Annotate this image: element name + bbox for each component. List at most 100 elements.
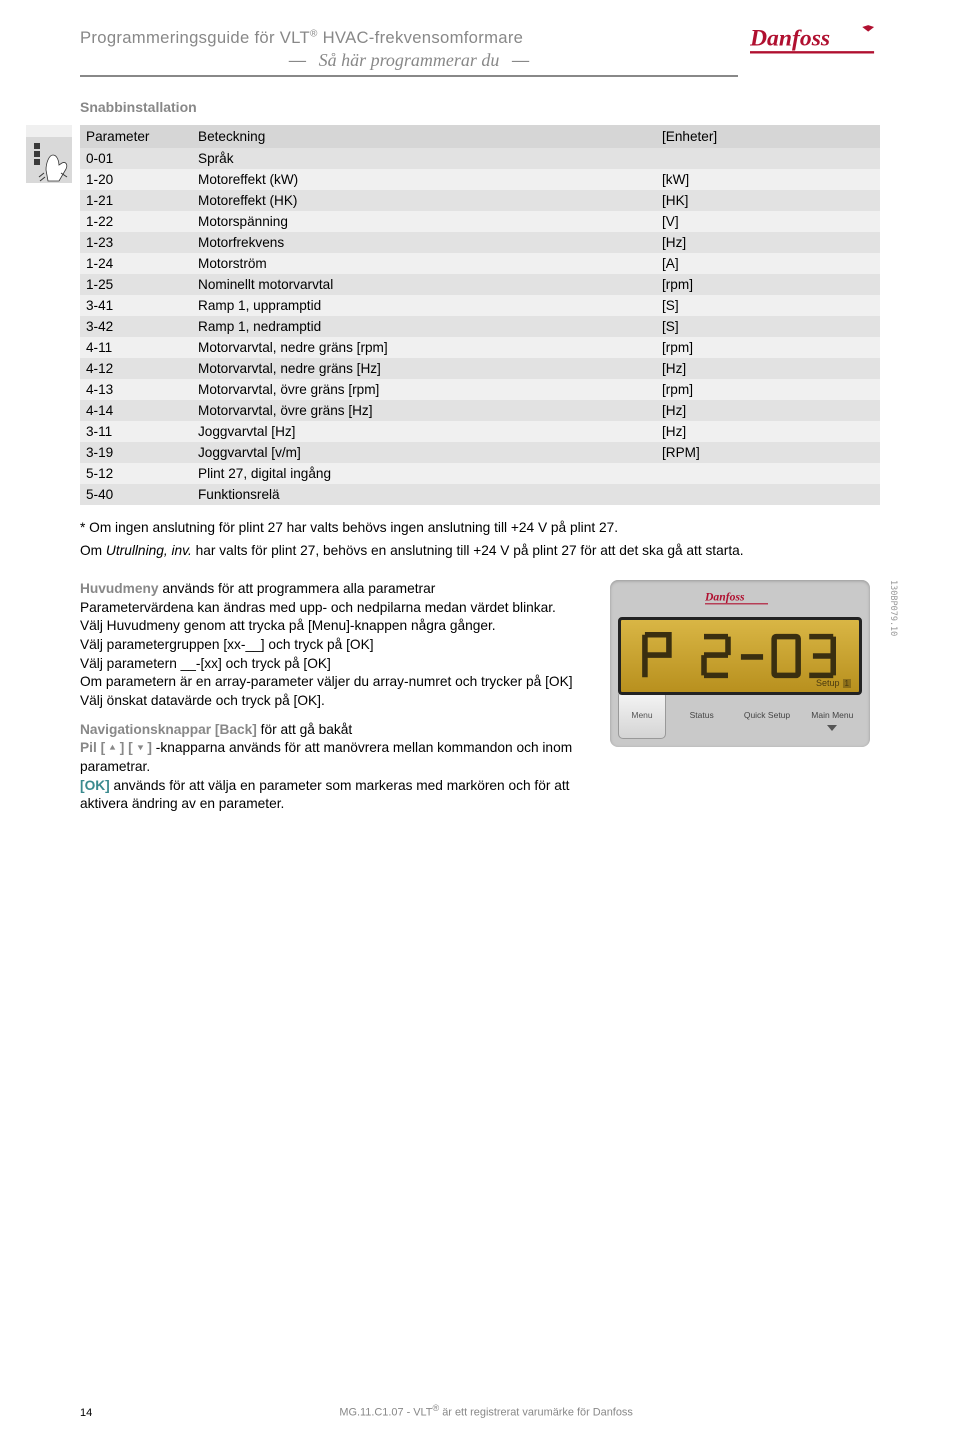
table-cell: Motorspänning — [192, 211, 656, 232]
svg-text:Danfoss: Danfoss — [705, 590, 745, 603]
p6: Om parametern är en array-parameter välj… — [80, 673, 584, 692]
table-cell: Motorström — [192, 253, 656, 274]
note-post: har valts för plint 27, behövs en anslut… — [192, 543, 744, 558]
pil-label: Pil — [80, 740, 97, 755]
table-cell: Motorvarvtal, övre gräns [Hz] — [192, 400, 656, 421]
table-header-row: Parameter Beteckning [Enheter] — [80, 125, 880, 148]
menu-button[interactable]: Menu — [618, 691, 666, 739]
status-label: Status — [672, 705, 731, 727]
table-cell: [RPM] — [656, 442, 880, 463]
hdr-subtitle: Så här programmerar du — [319, 50, 500, 70]
table-cell: Plint 27, digital ingång — [192, 463, 656, 484]
table-cell: 1-20 — [80, 169, 192, 190]
huvudmeny-text: används för att programmera alla paramet… — [159, 581, 436, 596]
table-cell: 3-11 — [80, 421, 192, 442]
table-cell: [Hz] — [656, 232, 880, 253]
table-cell: [A] — [656, 253, 880, 274]
triangle-down-icon — [827, 725, 837, 731]
table-cell: Nominellt motorvarvtal — [192, 274, 656, 295]
table-cell: Joggvarvtal [v/m] — [192, 442, 656, 463]
table-row: 1-24Motorström[A] — [80, 253, 880, 274]
table-row: 0-01Språk — [80, 148, 880, 169]
hdr-pre: Programmeringsguide för VLT — [80, 28, 310, 47]
ok-label: [OK] — [80, 778, 110, 793]
table-row: 4-12Motorvarvtal, nedre gräns [Hz][Hz] — [80, 358, 880, 379]
note-line-2: Om Utrullning, inv. har valts för plint … — [80, 542, 880, 561]
table-cell: Motorvarvtal, nedre gräns [Hz] — [192, 358, 656, 379]
footer-text: MG.11.C1.07 - VLT® är ett registrerat va… — [92, 1403, 880, 1419]
table-cell: [S] — [656, 316, 880, 337]
table-cell: 1-22 — [80, 211, 192, 232]
header-line-2: — Så här programmerar du — — [80, 50, 738, 71]
table-cell: [Hz] — [656, 400, 880, 421]
p2: Parametervärdena kan ändras med upp- och… — [80, 599, 584, 618]
svg-text:Danfoss: Danfoss — [750, 25, 830, 51]
table-cell: [S] — [656, 295, 880, 316]
note-line-1: * Om ingen anslutning för plint 27 har v… — [80, 519, 880, 538]
table-cell: [Hz] — [656, 421, 880, 442]
table-cell: [rpm] — [656, 337, 880, 358]
table-cell: Motoreffekt (HK) — [192, 190, 656, 211]
p5: Välj parametern __-[xx] och tryck på [OK… — [80, 655, 584, 674]
hdr-post: HVAC-frekvensomformare — [318, 28, 524, 47]
table-row: 3-41Ramp 1, uppramptid[S] — [80, 295, 880, 316]
p-ok: [OK] används för att välja en parameter … — [80, 777, 584, 814]
table-cell: 1-24 — [80, 253, 192, 274]
table-cell: [rpm] — [656, 379, 880, 400]
table-cell: [V] — [656, 211, 880, 232]
table-cell: 5-12 — [80, 463, 192, 484]
table-cell: Funktionsrelä — [192, 484, 656, 505]
table-row: 4-13Motorvarvtal, övre gräns [rpm][rpm] — [80, 379, 880, 400]
parameter-table: Parameter Beteckning [Enheter] 0-01Språk… — [80, 125, 880, 505]
table-cell: Joggvarvtal [Hz] — [192, 421, 656, 442]
table-cell: [HK] — [656, 190, 880, 211]
table-cell: 4-12 — [80, 358, 192, 379]
table-cell: 3-19 — [80, 442, 192, 463]
lcd-panel: Danfoss — [610, 580, 870, 747]
footer-post: är ett registrerat varumärke för Danfoss — [439, 1407, 633, 1419]
huvudmeny-label: Huvudmeny — [80, 581, 159, 596]
table-row: 4-14Motorvarvtal, övre gräns [Hz][Hz] — [80, 400, 880, 421]
col-enheter: [Enheter] — [656, 125, 880, 148]
table-cell — [656, 463, 880, 484]
page-footer: 14 MG.11.C1.07 - VLT® är ett registrerat… — [80, 1403, 880, 1419]
main-menu-label: Main Menu — [803, 705, 862, 727]
header-left: Programmeringsguide för VLT® HVAC-frekve… — [80, 28, 738, 77]
col-beteckning: Beteckning — [192, 125, 656, 148]
lcd-danfoss-logo: Danfoss — [618, 588, 862, 611]
page-number: 14 — [80, 1407, 92, 1419]
page-header: Programmeringsguide för VLT® HVAC-frekve… — [80, 28, 880, 77]
table-cell: 3-41 — [80, 295, 192, 316]
table-row: 3-42Ramp 1, nedramptid[S] — [80, 316, 880, 337]
table-cell: 1-25 — [80, 274, 192, 295]
table-row: 1-21Motoreffekt (HK)[HK] — [80, 190, 880, 211]
p7: Välj önskat datavärde och tryck på [OK]. — [80, 692, 584, 711]
p3: Välj Huvudmeny genom att trycka på [Menu… — [80, 617, 584, 636]
hand-press-icon — [26, 125, 80, 814]
left-text-column: Huvudmeny används för att programmera al… — [80, 580, 584, 814]
content-wrap: Parameter Beteckning [Enheter] 0-01Språk… — [80, 125, 880, 814]
pil-brackets: [ ] [ ] — [101, 740, 152, 755]
table-row: 3-19Joggvarvtal [v/m][RPM] — [80, 442, 880, 463]
table-cell: Motoreffekt (kW) — [192, 169, 656, 190]
arrow-down-icon — [137, 744, 144, 751]
table-row: 1-23Motorfrekvens[Hz] — [80, 232, 880, 253]
quick-setup-label: Quick Setup — [737, 705, 796, 727]
dash-left: — — [281, 50, 314, 70]
table-row: 1-20Motoreffekt (kW)[kW] — [80, 169, 880, 190]
table-row: 3-11Joggvarvtal [Hz][Hz] — [80, 421, 880, 442]
header-line-1: Programmeringsguide för VLT® HVAC-frekve… — [80, 28, 738, 48]
dash-right: — — [504, 50, 537, 70]
page: Programmeringsguide för VLT® HVAC-frekve… — [0, 0, 960, 1443]
table-row: 4-11Motorvarvtal, nedre gräns [rpm][rpm] — [80, 337, 880, 358]
lcd-button-row: Menu Status Quick Setup Main Menu — [618, 705, 862, 747]
table-cell: 3-42 — [80, 316, 192, 337]
table-cell: Ramp 1, nedramptid — [192, 316, 656, 337]
image-reference-code: 130BP079.10 — [888, 580, 898, 636]
pil-text: -knapparna används för att manövrera mel… — [80, 740, 572, 774]
table-cell: [Hz] — [656, 358, 880, 379]
table-row: 1-22Motorspänning[V] — [80, 211, 880, 232]
table-cell: [rpm] — [656, 274, 880, 295]
table-cell: 1-21 — [80, 190, 192, 211]
section-title: Snabbinstallation — [80, 99, 880, 115]
